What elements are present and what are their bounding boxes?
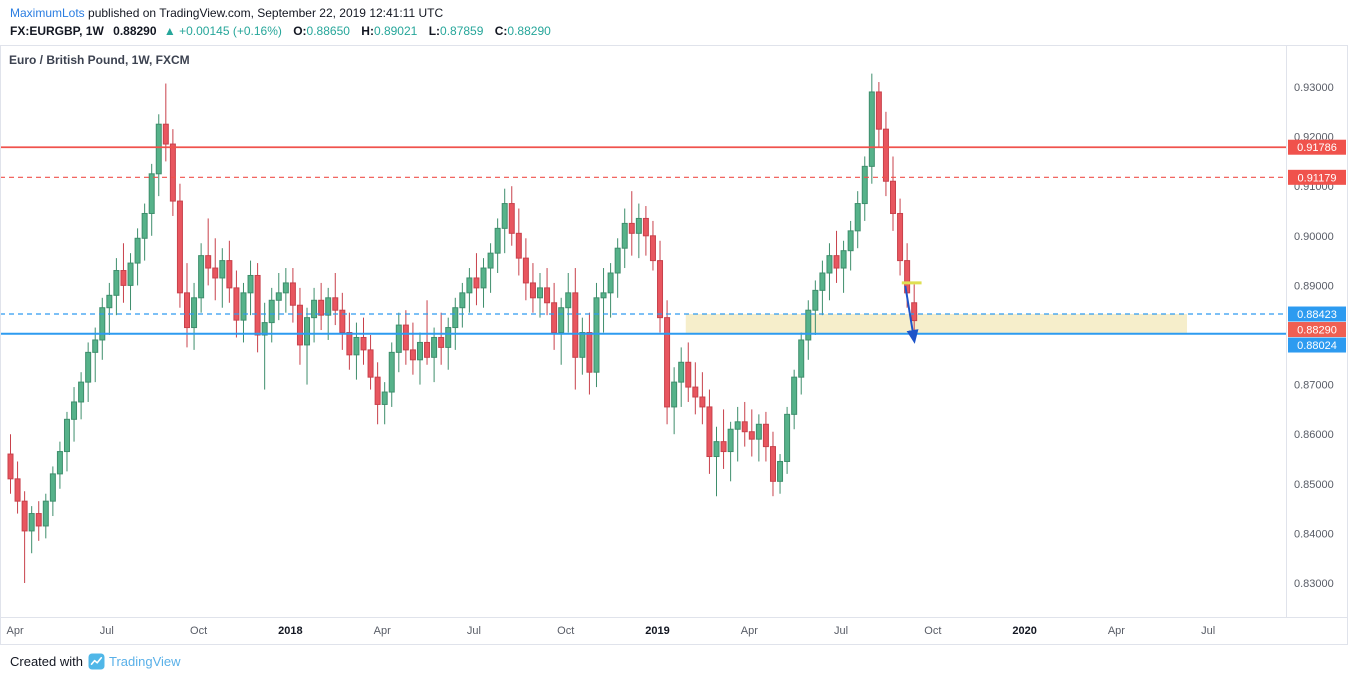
candles-layer (7, 73, 918, 583)
tradingview-link[interactable]: TradingView (88, 653, 181, 670)
svg-text:Apr: Apr (1108, 625, 1125, 637)
svg-text:Apr: Apr (741, 625, 758, 637)
svg-text:0.84000: 0.84000 (1294, 528, 1334, 540)
ohlc-close: C:0.88290 (494, 24, 551, 38)
svg-text:0.93000: 0.93000 (1294, 82, 1334, 94)
svg-text:0.88290: 0.88290 (1297, 325, 1337, 337)
time-axis: Apr Jul Oct 2018 Apr Jul Oct 2019 Apr Jul Oct 2020 A… (6, 625, 1215, 637)
svg-text:Oct: Oct (924, 625, 941, 637)
svg-text:0.86000: 0.86000 (1294, 429, 1334, 441)
annotations-layer (901, 281, 922, 344)
svg-text:Jul: Jul (100, 625, 114, 637)
symbol-label: FX:EURGBP, 1W (10, 24, 104, 38)
footer: Created with TradingView (0, 645, 1348, 678)
price-change: +0.00145 (+0.16%) (179, 24, 282, 38)
ohlc-high: H:0.89021 (361, 24, 418, 38)
ohlc-open: O:0.88650 (293, 24, 350, 38)
svg-text:0.85000: 0.85000 (1294, 479, 1334, 491)
svg-text:Oct: Oct (557, 625, 574, 637)
svg-text:Jul: Jul (834, 625, 848, 637)
symbol-info-line: FX:EURGBP, 1W 0.88290 ▲ +0.00145 (+0.16%… (10, 24, 1348, 38)
svg-text:Apr: Apr (6, 625, 23, 637)
publish-header: MaximumLots published on TradingView.com… (0, 0, 1348, 45)
svg-text:0.83000: 0.83000 (1294, 578, 1334, 590)
svg-text:Jul: Jul (1201, 625, 1215, 637)
svg-text:0.91786: 0.91786 (1297, 142, 1337, 154)
tradingview-brand-label: TradingView (108, 654, 181, 669)
svg-text:2018: 2018 (278, 625, 302, 637)
svg-text:0.87000: 0.87000 (1294, 380, 1334, 392)
svg-text:0.89000: 0.89000 (1294, 280, 1334, 292)
publish-info: published on TradingView.com, September … (84, 6, 444, 20)
svg-text:2019: 2019 (645, 625, 669, 637)
svg-text:Jul: Jul (467, 625, 481, 637)
demand-zone (685, 314, 1188, 334)
up-arrow-icon: ▲ (163, 24, 176, 38)
price-chart[interactable]: 0.930000.920000.910000.900000.890000.870… (0, 45, 1348, 645)
created-with-label: Created with (10, 654, 83, 669)
price-axis: 0.930000.920000.910000.900000.890000.870… (1288, 82, 1346, 590)
svg-text:0.91179: 0.91179 (1298, 172, 1337, 184)
svg-text:0.88024: 0.88024 (1297, 340, 1337, 352)
tradingview-logo-icon (88, 653, 105, 670)
publish-line: MaximumLots published on TradingView.com… (10, 6, 1348, 20)
chart-borders (0, 45, 1348, 645)
last-price: 0.88290 (113, 24, 157, 38)
svg-text:Oct: Oct (190, 625, 207, 637)
svg-text:0.88423: 0.88423 (1297, 309, 1337, 321)
svg-text:2020: 2020 (1012, 625, 1036, 637)
levels-layer (0, 146, 1286, 335)
ohlc-low: L:0.87859 (428, 24, 484, 38)
svg-text:0.90000: 0.90000 (1294, 231, 1334, 243)
chart-area: 0.93000 0.92000 0.91000 0.90000 0.89000 0.870… (0, 45, 1348, 645)
author-link[interactable]: MaximumLots (10, 6, 85, 20)
svg-text:Apr: Apr (374, 625, 391, 637)
